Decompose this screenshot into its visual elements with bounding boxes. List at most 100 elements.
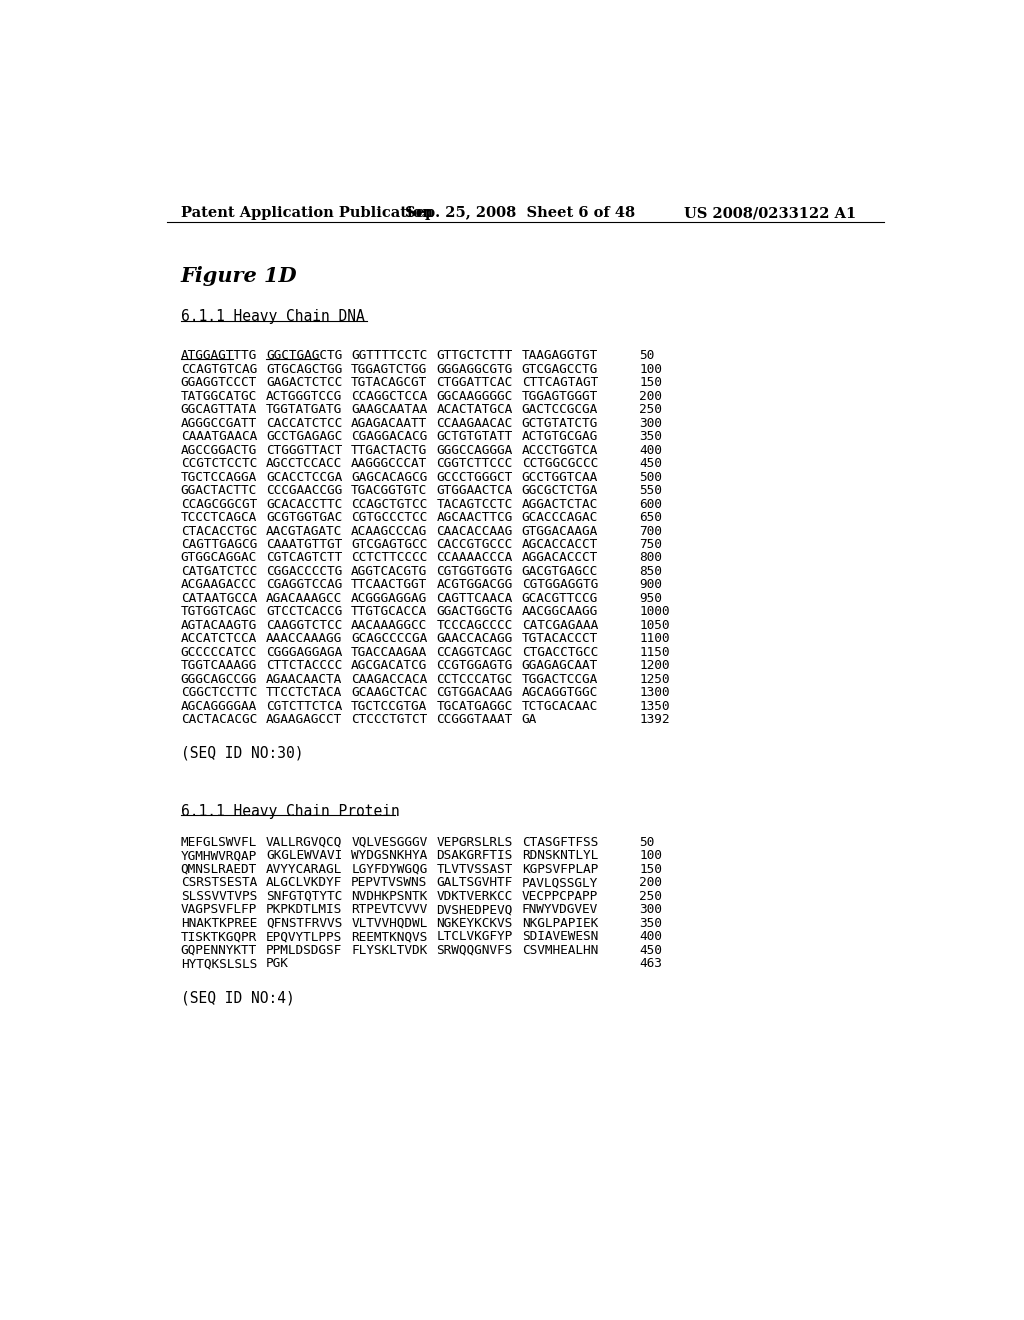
Text: US 2008/0233122 A1: US 2008/0233122 A1 xyxy=(684,206,857,220)
Text: 400: 400 xyxy=(640,444,663,457)
Text: DVSHEDPEVQ: DVSHEDPEVQ xyxy=(436,903,513,916)
Text: GCCCTGGGCT: GCCCTGGGCT xyxy=(436,471,513,483)
Text: 550: 550 xyxy=(640,484,663,498)
Text: GAGACTCTCC: GAGACTCTCC xyxy=(266,376,342,389)
Text: GCAAGCTCAC: GCAAGCTCAC xyxy=(351,686,427,700)
Text: 500: 500 xyxy=(640,471,663,483)
Text: 1100: 1100 xyxy=(640,632,670,645)
Text: AACAAAGGCC: AACAAAGGCC xyxy=(351,619,427,632)
Text: 1300: 1300 xyxy=(640,686,670,700)
Text: GTCCTCACCG: GTCCTCACCG xyxy=(266,606,342,618)
Text: GTGGAACTCA: GTGGAACTCA xyxy=(436,484,513,498)
Text: LTCLVKGFYP: LTCLVKGFYP xyxy=(436,931,513,944)
Text: LGYFDYWGQG: LGYFDYWGQG xyxy=(351,863,427,876)
Text: 200: 200 xyxy=(640,389,663,403)
Text: CCAGCGGCGT: CCAGCGGCGT xyxy=(180,498,257,511)
Text: TGGTCAAAGG: TGGTCAAAGG xyxy=(180,659,257,672)
Text: CGTCTTCTCA: CGTCTTCTCA xyxy=(266,700,342,713)
Text: CACTACACGC: CACTACACGC xyxy=(180,713,257,726)
Text: TGGTATGATG: TGGTATGATG xyxy=(266,404,342,416)
Text: CGTGCCCTCC: CGTGCCCTCC xyxy=(351,511,427,524)
Text: CTASGFTFSS: CTASGFTFSS xyxy=(521,836,598,849)
Text: CCGGGTAAAT: CCGGGTAAAT xyxy=(436,713,513,726)
Text: CCCGAACCGG: CCCGAACCGG xyxy=(266,484,342,498)
Text: CAAATGAACA: CAAATGAACA xyxy=(180,430,257,444)
Text: SLSSVVTVPS: SLSSVVTVPS xyxy=(180,890,257,903)
Text: FLYSKLTVDK: FLYSKLTVDK xyxy=(351,944,427,957)
Text: ACCATCTCCA: ACCATCTCCA xyxy=(180,632,257,645)
Text: CACCGTGCCC: CACCGTGCCC xyxy=(436,539,513,550)
Text: AGAACAACTA: AGAACAACTA xyxy=(266,673,342,686)
Text: VECPPCPAPP: VECPPCPAPP xyxy=(521,890,598,903)
Text: RTPEVTCVVV: RTPEVTCVVV xyxy=(351,903,427,916)
Text: AGAAGAGCCT: AGAAGAGCCT xyxy=(266,713,342,726)
Text: TGCTCCGTGA: TGCTCCGTGA xyxy=(351,700,427,713)
Text: RDNSKNTLYL: RDNSKNTLYL xyxy=(521,850,598,862)
Text: AAGGGCCCAT: AAGGGCCCAT xyxy=(351,457,427,470)
Text: CGTGGTGGTG: CGTGGTGGTG xyxy=(436,565,513,578)
Text: CCAGGTCAGC: CCAGGTCAGC xyxy=(436,645,513,659)
Text: PGK: PGK xyxy=(266,957,289,970)
Text: GGAGGTCCCT: GGAGGTCCCT xyxy=(180,376,257,389)
Text: GA: GA xyxy=(521,713,537,726)
Text: 800: 800 xyxy=(640,552,663,565)
Text: SRWQQGNVFS: SRWQQGNVFS xyxy=(436,944,513,957)
Text: 200: 200 xyxy=(640,876,663,890)
Text: GTGGACAAGA: GTGGACAAGA xyxy=(521,524,598,537)
Text: CTGACCTGCC: CTGACCTGCC xyxy=(521,645,598,659)
Text: 100: 100 xyxy=(640,850,663,862)
Text: 1050: 1050 xyxy=(640,619,670,632)
Text: REEMTKNQVS: REEMTKNQVS xyxy=(351,931,427,944)
Text: GAAGCAATAA: GAAGCAATAA xyxy=(351,404,427,416)
Text: GGGCCAGGGA: GGGCCAGGGA xyxy=(436,444,513,457)
Text: CCTGGCGCCC: CCTGGCGCCC xyxy=(521,457,598,470)
Text: 6.1.1 Heavy Chain DNA: 6.1.1 Heavy Chain DNA xyxy=(180,309,365,323)
Text: 463: 463 xyxy=(640,957,663,970)
Text: GGGAGGCGTG: GGGAGGCGTG xyxy=(436,363,513,376)
Text: 250: 250 xyxy=(640,890,663,903)
Text: TTGTGCACCA: TTGTGCACCA xyxy=(351,606,427,618)
Text: CGGCTCCTTC: CGGCTCCTTC xyxy=(180,686,257,700)
Text: VALLRGVQCQ: VALLRGVQCQ xyxy=(266,836,342,849)
Text: TACAGTCCTC: TACAGTCCTC xyxy=(436,498,513,511)
Text: 1350: 1350 xyxy=(640,700,670,713)
Text: KGPSVFPLAP: KGPSVFPLAP xyxy=(521,863,598,876)
Text: 900: 900 xyxy=(640,578,663,591)
Text: CGTGGAGGTG: CGTGGAGGTG xyxy=(521,578,598,591)
Text: PKPKDTLMIS: PKPKDTLMIS xyxy=(266,903,342,916)
Text: ACGTGGACGG: ACGTGGACGG xyxy=(436,578,513,591)
Text: Patent Application Publication: Patent Application Publication xyxy=(180,206,433,220)
Text: CATCGAGAAA: CATCGAGAAA xyxy=(521,619,598,632)
Text: 1392: 1392 xyxy=(640,713,670,726)
Text: CGTGGACAAG: CGTGGACAAG xyxy=(436,686,513,700)
Text: GACTCCGCGA: GACTCCGCGA xyxy=(521,404,598,416)
Text: CCAGTGTCAG: CCAGTGTCAG xyxy=(180,363,257,376)
Text: 400: 400 xyxy=(640,931,663,944)
Text: GTGCAGCTGG: GTGCAGCTGG xyxy=(266,363,342,376)
Text: HNAKTKPREE: HNAKTKPREE xyxy=(180,917,257,929)
Text: GGACTGGCTG: GGACTGGCTG xyxy=(436,606,513,618)
Text: GCCTGAGAGC: GCCTGAGAGC xyxy=(266,430,342,444)
Text: VQLVESGGGV: VQLVESGGGV xyxy=(351,836,427,849)
Text: AGCAGGGGAA: AGCAGGGGAA xyxy=(180,700,257,713)
Text: MEFGLSWVFL: MEFGLSWVFL xyxy=(180,836,257,849)
Text: GKGLEWVAVI: GKGLEWVAVI xyxy=(266,850,342,862)
Text: AGCACCACCT: AGCACCACCT xyxy=(521,539,598,550)
Text: TCTGCACAAC: TCTGCACAAC xyxy=(521,700,598,713)
Text: AGGTCACGTG: AGGTCACGTG xyxy=(351,565,427,578)
Text: GCCCCCATCC: GCCCCCATCC xyxy=(180,645,257,659)
Text: (SEQ ID NO:30): (SEQ ID NO:30) xyxy=(180,746,303,760)
Text: TGCTCCAGGA: TGCTCCAGGA xyxy=(180,471,257,483)
Text: AGGACACCCT: AGGACACCCT xyxy=(521,552,598,565)
Text: TCCCAGCCCC: TCCCAGCCCC xyxy=(436,619,513,632)
Text: 50: 50 xyxy=(640,350,654,363)
Text: ATGGAGTTTG: ATGGAGTTTG xyxy=(180,350,257,363)
Text: GTCGAGTGCC: GTCGAGTGCC xyxy=(351,539,427,550)
Text: Figure 1D: Figure 1D xyxy=(180,267,297,286)
Text: PAVLQSSGLY: PAVLQSSGLY xyxy=(521,876,598,890)
Text: CTGGGTTACT: CTGGGTTACT xyxy=(266,444,342,457)
Text: AGCAACTTCG: AGCAACTTCG xyxy=(436,511,513,524)
Text: CSRSTSESTA: CSRSTSESTA xyxy=(180,876,257,890)
Text: GGAGAGCAAT: GGAGAGCAAT xyxy=(521,659,598,672)
Text: CCTCTTCCCC: CCTCTTCCCC xyxy=(351,552,427,565)
